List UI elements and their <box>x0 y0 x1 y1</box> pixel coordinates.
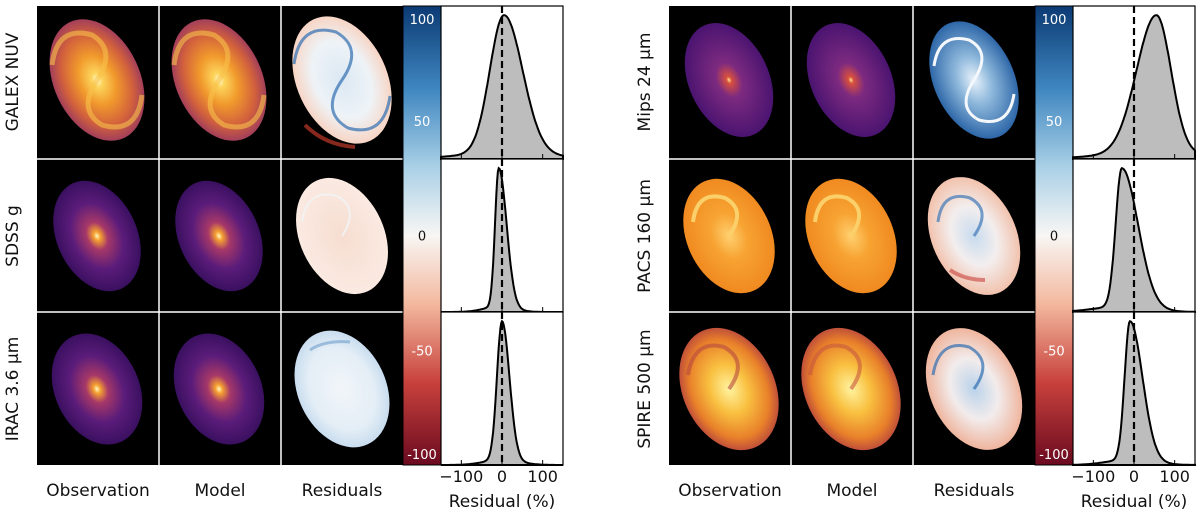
colorbar-tick-label-right-1: 50 <box>1046 115 1063 130</box>
colorbar-tick-label-left-0: 100 <box>410 13 435 28</box>
right-panel: Mips 24 μm PACS 160 μm SPIRE 500 μm Obse… <box>635 5 1196 512</box>
colorbar-tick-label-left-3: -50 <box>411 344 432 359</box>
histograms-right: −100 0 100 <box>1071 5 1196 486</box>
image-sdss-residuals <box>296 177 388 295</box>
hist-tick-label-left-1: 0 <box>497 467 507 486</box>
colorbar-left <box>402 5 442 466</box>
hist-xlabel-right: Residual (%) <box>1081 492 1188 512</box>
image-irac-model <box>173 333 265 445</box>
col-label-model-right: Model <box>826 481 877 501</box>
image-mips-residuals <box>929 21 1019 139</box>
row-label-galex: GALEX NUV <box>3 32 23 131</box>
hist-tick-label-right-0: −100 <box>1071 467 1115 486</box>
image-irac-residuals <box>294 330 390 448</box>
colorbar-right-labels: 100 50 0 -50 -100 <box>1039 13 1069 463</box>
hist-tick-label-left-0: −100 <box>439 467 483 486</box>
image-galex-model <box>171 19 267 141</box>
image-mips-observation <box>684 23 774 137</box>
left-panel: GALEX NUV SDSS g IRAC 3.6 μm Observation… <box>3 5 564 512</box>
colorbar-tick-label-left-2: 0 <box>418 230 426 245</box>
image-galex-residuals <box>292 16 392 149</box>
hist-tick-label-right-2: 100 <box>1159 467 1190 486</box>
image-irac-observation <box>51 333 143 445</box>
image-galex-observation <box>49 19 145 141</box>
row-label-sdss: SDSS g <box>3 205 23 267</box>
colorbar-tick-label-right-4: -100 <box>1039 448 1069 463</box>
image-pacs-residuals <box>927 177 1021 295</box>
colorbar-tick-label-left-4: -100 <box>407 448 437 463</box>
colorbar-tick-label-right-3: -50 <box>1043 344 1064 359</box>
image-sdss-observation <box>53 180 141 292</box>
colorbar-tick-label-left-1: 50 <box>414 115 431 130</box>
col-label-residuals: Residuals <box>302 481 383 501</box>
hist-xlabel-left: Residual (%) <box>449 492 556 512</box>
image-pacs-observation <box>683 178 775 294</box>
hist-tick-label-right-1: 0 <box>1129 467 1139 486</box>
image-spire-observation <box>679 327 779 451</box>
image-sdss-model <box>175 180 263 292</box>
col-label-observation: Observation <box>46 481 150 501</box>
image-spire-residuals <box>925 328 1023 450</box>
row-label-pacs: PACS 160 μm <box>635 179 655 293</box>
row-label-mips: Mips 24 μm <box>635 33 655 132</box>
colorbar-left-labels: 100 50 0 -50 -100 <box>407 13 437 463</box>
colorbar-tick-label-right-2: 0 <box>1050 230 1058 245</box>
col-label-observation-right: Observation <box>678 481 782 501</box>
colorbar-tick-label-right-0: 100 <box>1042 13 1067 28</box>
row-label-spire: SPIRE 500 μm <box>635 329 655 448</box>
image-pacs-model <box>805 178 897 294</box>
colorbar-right <box>1034 5 1074 466</box>
histograms-left: −100 0 100 <box>439 5 564 486</box>
col-label-residuals-right: Residuals <box>934 481 1015 501</box>
row-label-irac: IRAC 3.6 μm <box>3 337 23 442</box>
hist-tick-label-left-2: 100 <box>527 467 558 486</box>
image-spire-model <box>801 327 901 451</box>
col-label-model: Model <box>194 481 245 501</box>
image-mips-model <box>806 23 896 137</box>
